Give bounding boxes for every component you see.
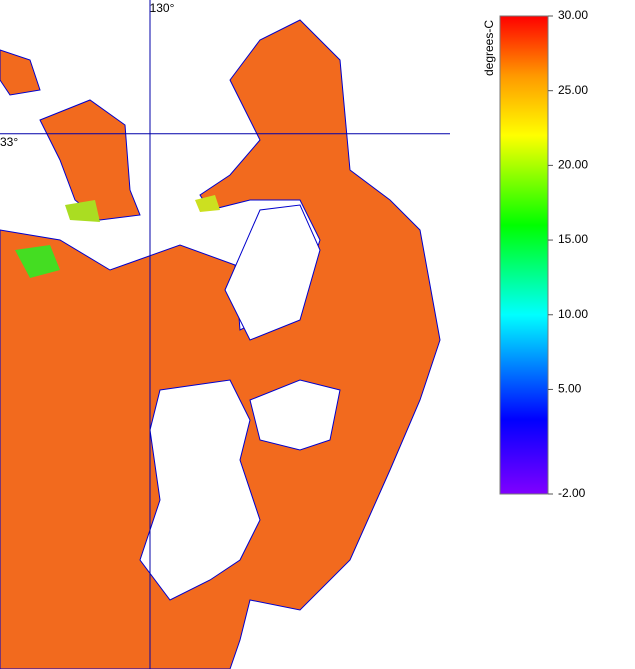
land	[249, 379, 341, 451]
colorbar-scale	[499, 15, 549, 495]
colorbar-tick-label: 25.00	[558, 83, 588, 97]
colorbar-label: degrees-C	[482, 20, 496, 76]
colorbar-tick-label: -2.00	[558, 486, 586, 500]
sea-temperature	[0, 49, 41, 96]
colorbar-tick-label: 5.00	[558, 382, 582, 396]
land	[139, 379, 261, 601]
colorbar: degrees-C 30.00 25.00 20.00 15.00 10.00 5.00 -…	[482, 8, 588, 500]
warm-patch	[65, 200, 100, 222]
map: 130° 33°	[0, 0, 450, 669]
colorbar-tick-label: 10.00	[558, 307, 588, 321]
sea-temperature	[39, 99, 141, 221]
colorbar-tick-label: 15.00	[558, 232, 588, 246]
sea-temperature	[0, 19, 441, 669]
colorbar-tick-label: 30.00	[558, 8, 588, 22]
land	[224, 204, 321, 341]
warm-patch	[15, 245, 60, 278]
latitude-label: 33°	[0, 135, 18, 149]
warm-patch	[195, 195, 220, 212]
colorbar-tick-label: 20.00	[558, 158, 588, 172]
longitude-label: 130°	[150, 1, 175, 15]
